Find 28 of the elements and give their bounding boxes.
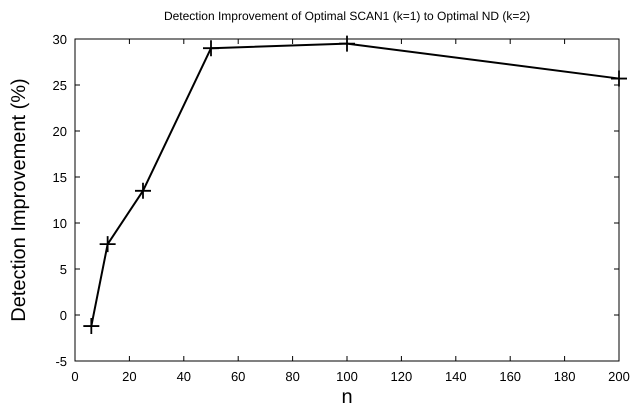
x-tick-label: 20 bbox=[122, 369, 137, 384]
x-axis-title: n bbox=[341, 386, 353, 408]
chart-title: Detection Improvement of Optimal SCAN1 (k=1) to Optimal ND (k=2) bbox=[164, 9, 530, 23]
point bbox=[134, 182, 152, 200]
x-tick-label: 0 bbox=[71, 369, 79, 384]
x-tick-label: 120 bbox=[390, 369, 412, 384]
x-tick-label: 160 bbox=[499, 369, 522, 384]
x-tick-label: 200 bbox=[608, 369, 630, 384]
y-tick-label: 15 bbox=[52, 170, 67, 185]
x-tick-label: 180 bbox=[554, 369, 576, 384]
x-tick-label: 100 bbox=[336, 369, 358, 384]
x-tick-label: 80 bbox=[285, 369, 300, 384]
y-tick-label: -5 bbox=[55, 354, 67, 369]
y-tick-label: 5 bbox=[60, 262, 67, 277]
point bbox=[610, 70, 628, 88]
y-axis-title: Detection Improvement (%) bbox=[8, 78, 30, 322]
x-tick-label: 140 bbox=[444, 369, 467, 384]
y-tick-label: 20 bbox=[52, 124, 67, 139]
point bbox=[82, 317, 100, 335]
point bbox=[98, 235, 117, 254]
y-tick-label: 30 bbox=[52, 32, 67, 47]
x-tick-label: 40 bbox=[176, 369, 192, 384]
y-tick-label: 10 bbox=[52, 216, 67, 231]
point bbox=[202, 39, 220, 58]
y-tick-label: 0 bbox=[60, 308, 67, 323]
point bbox=[338, 34, 356, 52]
y-tick-label: 25 bbox=[52, 78, 67, 93]
x-tick-label: 60 bbox=[230, 369, 246, 384]
